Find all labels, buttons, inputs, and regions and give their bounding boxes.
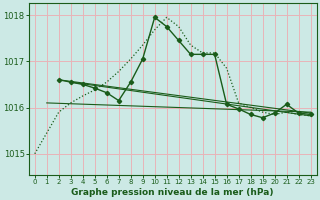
X-axis label: Graphe pression niveau de la mer (hPa): Graphe pression niveau de la mer (hPa): [71, 188, 274, 197]
